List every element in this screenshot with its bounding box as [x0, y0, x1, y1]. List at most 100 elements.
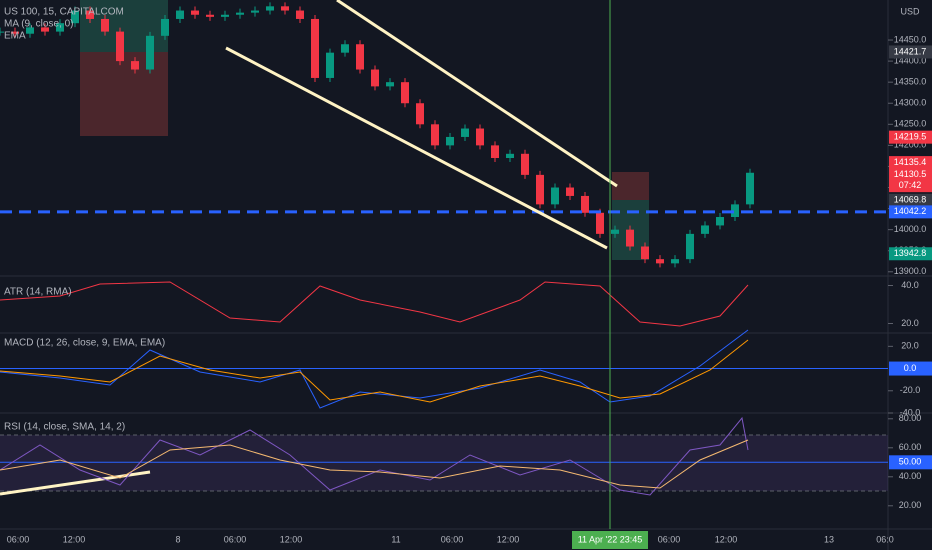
candle — [101, 18, 109, 32]
time-label: 11 — [391, 534, 400, 544]
level-label: 50.00 — [899, 457, 922, 467]
candle — [386, 82, 394, 87]
candle — [446, 136, 454, 146]
position-loss — [612, 172, 649, 200]
price-label-bg — [889, 130, 932, 144]
time-label: 12:00 — [63, 534, 86, 544]
candle — [566, 187, 574, 196]
candle — [671, 259, 679, 264]
candle — [686, 233, 694, 260]
price-label: 14130.5 — [894, 169, 927, 179]
candle — [521, 153, 529, 175]
time-label: 06:00 — [7, 534, 30, 544]
time-label: 06:0 — [876, 534, 894, 544]
candle — [581, 195, 589, 213]
price-label: 13942.8 — [894, 248, 927, 258]
y-tick-label: 14350.0 — [894, 77, 927, 87]
candle — [251, 10, 259, 13]
signal-line — [0, 339, 749, 403]
level-label: 0.0 — [904, 363, 917, 373]
candle — [206, 14, 214, 17]
y-tick-label: 80.00 — [899, 413, 922, 423]
y-tick-label: 13900.0 — [894, 266, 927, 276]
candle — [191, 10, 199, 15]
crosshair-label: 11 Apr '22 23:45 — [578, 534, 643, 544]
candle — [431, 124, 439, 146]
price-label: 14069.8 — [894, 195, 927, 205]
candle — [131, 61, 139, 70]
candle — [176, 10, 184, 19]
candle — [41, 27, 49, 32]
time-label: 06:00 — [224, 534, 247, 544]
candle — [326, 52, 334, 78]
price-label-bg — [889, 193, 932, 207]
candle — [731, 204, 739, 218]
candle — [641, 246, 649, 260]
time-label: 13 — [824, 534, 834, 544]
level-label-bg — [889, 455, 932, 470]
candle — [746, 172, 754, 205]
rsi-band — [0, 435, 888, 491]
candle — [701, 225, 709, 234]
y-tick-label: 60.00 — [899, 442, 922, 452]
y-tick-label: 14000.0 — [894, 224, 927, 234]
y-tick-label: 20.0 — [901, 318, 919, 328]
price-label-bg — [889, 205, 932, 219]
trend-line — [336, 0, 618, 188]
currency: USD — [900, 6, 920, 16]
macd-line — [0, 329, 749, 409]
price-label: 14135.4 — [894, 157, 927, 167]
y-tick-label: 14300.0 — [894, 98, 927, 108]
candle — [551, 187, 559, 205]
candle — [161, 18, 169, 36]
price-label: 14042.2 — [894, 206, 927, 216]
candle — [476, 128, 484, 146]
time-label: 12:00 — [280, 534, 303, 544]
price-label: 14219.5 — [894, 132, 927, 142]
candle — [536, 174, 544, 205]
candle — [0, 31, 4, 33]
rsi-title: RSI (14, close, SMA, 14, 2) — [4, 422, 125, 433]
y-tick-label: 20.00 — [899, 500, 922, 510]
candle — [416, 103, 424, 125]
candle — [296, 10, 304, 19]
candle — [491, 145, 499, 159]
position-loss — [80, 52, 168, 136]
y-tick-label: 14400.0 — [894, 55, 927, 65]
price-label: 14421.7 — [894, 46, 927, 56]
candle — [71, 10, 79, 24]
level-label-bg — [889, 361, 932, 376]
y-tick-label: 14450.0 — [894, 34, 927, 44]
candle — [116, 31, 124, 62]
atr-title: ATR (14, RMA) — [4, 287, 72, 298]
candle — [236, 12, 244, 15]
candle — [461, 128, 469, 137]
candle — [626, 229, 634, 247]
y-tick-label: -20.0 — [900, 385, 921, 395]
rsi-ma — [0, 439, 749, 489]
macd-title: MACD (12, 26, close, 9, EMA, EMA) — [4, 338, 165, 349]
candle — [341, 44, 349, 53]
candle — [311, 18, 319, 78]
countdown: 07:42 — [899, 180, 922, 190]
crosshair-label-bg — [572, 531, 648, 549]
y-tick-label: -40.0 — [900, 407, 921, 417]
candle — [146, 35, 154, 70]
candle — [401, 82, 409, 104]
y-tick-label: 20.0 — [901, 341, 919, 351]
time-label: 8 — [175, 534, 180, 544]
candle — [371, 69, 379, 87]
candle — [596, 212, 604, 234]
y-tick-label: 14250.0 — [894, 119, 927, 129]
price-label-bg — [889, 247, 932, 261]
ma-legend: MA (9, close, 0) — [4, 19, 73, 30]
candle — [26, 27, 34, 34]
candle — [221, 14, 229, 17]
candle — [356, 44, 364, 70]
ema-legend: EMA — [4, 31, 26, 42]
time-label: 06:00 — [441, 534, 464, 544]
price-label-bg — [889, 45, 932, 59]
y-tick-label: 14200.0 — [894, 140, 927, 150]
